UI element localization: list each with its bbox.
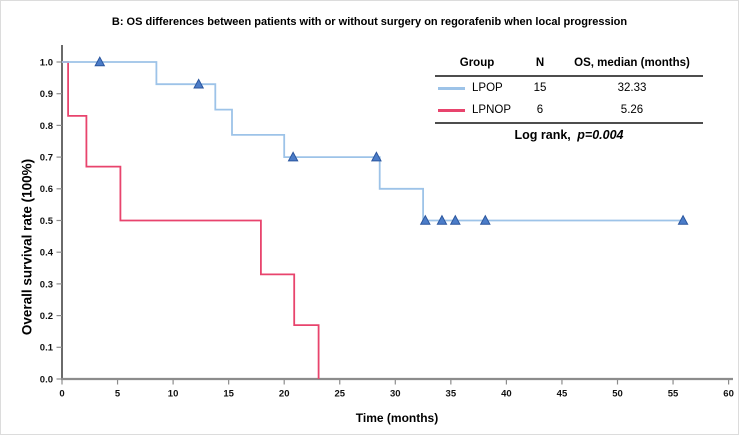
y-tick-label: 0.3 <box>40 279 53 290</box>
legend-median-value: 32.33 <box>617 81 647 94</box>
censor-triangle-icon <box>193 78 205 89</box>
x-tick-label: 60 <box>723 389 734 400</box>
censor-triangle-icon <box>436 214 448 225</box>
legend-group-label: LPNOP <box>472 104 511 116</box>
x-tick-label: 20 <box>279 389 290 400</box>
x-axis-title: Time (months) <box>355 411 439 425</box>
y-tick-label: 0.6 <box>40 184 53 195</box>
legend-n-value: 6 <box>536 104 544 116</box>
censor-triangle-icon <box>479 214 491 225</box>
y-tick-label: 0.8 <box>40 121 53 132</box>
x-tick-label: 0 <box>59 389 64 400</box>
censor-triangle-icon <box>677 214 689 225</box>
censor-triangle-icon <box>287 151 299 162</box>
log-rank-label: Log rank, <box>514 128 571 142</box>
chart-title: B: OS differences between patients with … <box>111 16 628 28</box>
x-tick-label: 40 <box>501 389 512 400</box>
survival-curve-lpnop <box>62 61 320 379</box>
legend-row: LPOP 15 32.33 <box>435 77 703 100</box>
y-tick-label: 0.2 <box>40 311 53 322</box>
x-tick-label: 30 <box>390 389 401 400</box>
y-tick-label: 1.0 <box>40 57 53 68</box>
x-tick-label: 10 <box>168 389 179 400</box>
series-color-swatch <box>438 86 465 90</box>
legend-table: Group N OS, median (months) LPOP 15 32.33 L… <box>435 53 703 124</box>
legend-group-cell: LPNOP <box>435 104 519 117</box>
x-tick-label: 5 <box>115 389 121 400</box>
legend-row: LPNOP 6 5.26 <box>435 100 703 123</box>
legend-header-median: OS, median (months) <box>574 57 690 70</box>
legend-header-row: Group N OS, median (months) <box>435 53 703 77</box>
legend-group-label: LPOP <box>472 81 503 94</box>
y-tick-label: 0.0 <box>40 374 53 385</box>
x-tick-label: 35 <box>446 389 457 400</box>
survival-curve-lpop <box>62 61 683 222</box>
legend-median-value: 5.26 <box>620 104 644 116</box>
legend-n-value: 15 <box>533 81 547 94</box>
legend-header-group: Group <box>459 57 495 70</box>
y-tick-label: 0.5 <box>40 216 54 227</box>
legend-header-n: N <box>535 57 545 70</box>
log-rank-annotation: Log rank, p=0.004 <box>435 128 703 142</box>
x-tick-label: 55 <box>668 389 679 400</box>
x-tick-label: 25 <box>334 389 345 400</box>
y-tick-label: 0.9 <box>40 89 53 100</box>
y-axis-title: Overall survival rate (100%) <box>19 158 35 336</box>
censor-triangle-icon <box>94 56 106 67</box>
p-value: p=0.004 <box>577 128 624 142</box>
y-tick-label: 0.1 <box>40 343 54 354</box>
x-tick-label: 50 <box>612 389 623 400</box>
y-tick-label: 0.7 <box>40 153 53 164</box>
legend-rows: LPOP 15 32.33 LPNOP 6 5.26 <box>435 77 703 122</box>
censor-triangle-icon <box>370 151 382 162</box>
censor-triangle-icon <box>449 214 461 225</box>
x-tick-label: 15 <box>223 389 234 400</box>
legend-group-cell: LPOP <box>435 81 519 95</box>
censor-triangle-icon <box>419 214 431 225</box>
x-tick-label: 45 <box>557 389 568 400</box>
y-tick-label: 0.4 <box>40 248 54 259</box>
series-color-swatch <box>438 109 465 113</box>
